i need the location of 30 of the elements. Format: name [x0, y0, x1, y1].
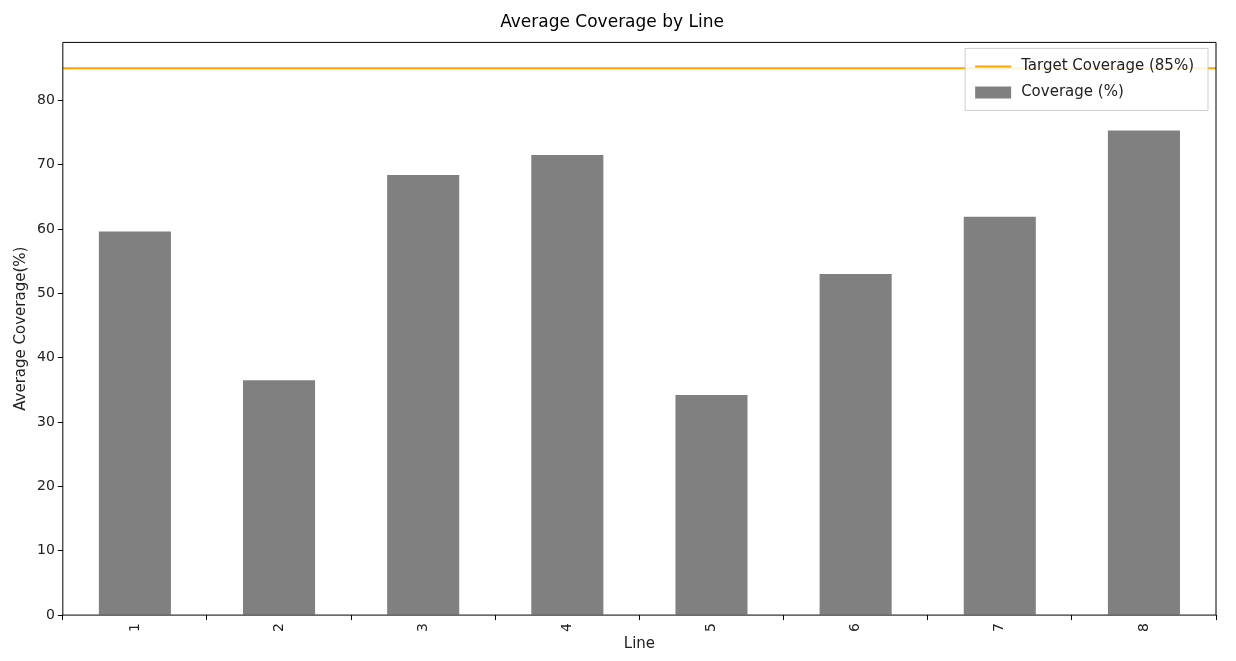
bar	[531, 155, 604, 615]
x-tick-label: 1	[125, 623, 142, 633]
bar	[98, 231, 171, 615]
x-tick-label: 6	[846, 623, 863, 633]
x-tick-label: 7	[990, 623, 1007, 633]
ref-line-label: Target Coverage (85%)	[1020, 56, 1195, 75]
x-tick-label: 5	[702, 623, 719, 633]
bar	[243, 380, 316, 615]
x-tick-label: 2	[269, 623, 286, 633]
y-tick-label: 20	[36, 477, 55, 494]
y-tick-label: 60	[36, 219, 55, 236]
bar	[675, 395, 748, 615]
x-tick-label: 3	[413, 623, 430, 633]
y-tick-label: 80	[36, 90, 55, 107]
x-tick-label: 8	[1134, 623, 1151, 633]
bar	[819, 274, 892, 615]
x-tick-label: 4	[557, 623, 574, 633]
y-axis-title: Average Coverage(%)	[10, 246, 29, 411]
y-tick-label: 50	[36, 284, 55, 300]
x-axis-title: Line	[623, 633, 656, 652]
legend-label: Coverage (%)	[1021, 82, 1124, 101]
bar	[963, 216, 1036, 615]
y-tick-label: 0	[45, 605, 55, 622]
chart-title: Average Coverage by Line	[500, 10, 724, 31]
y-tick-label: 40	[36, 348, 55, 365]
y-tick-label: 70	[36, 155, 55, 172]
bar	[1107, 130, 1180, 615]
y-tick-label: 30	[36, 412, 55, 429]
bar	[387, 174, 460, 615]
y-tick-label: 10	[36, 541, 55, 558]
